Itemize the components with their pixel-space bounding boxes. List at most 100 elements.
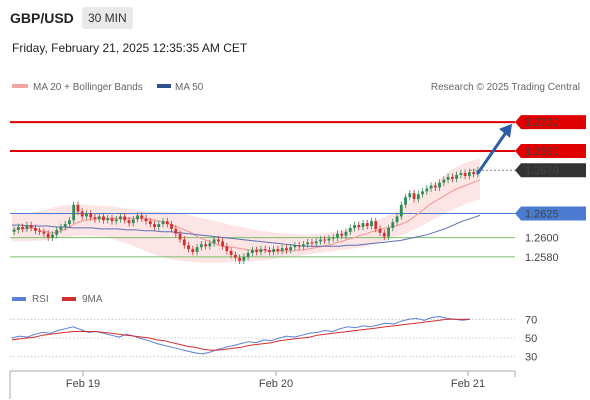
candle-body — [459, 173, 463, 176]
candle-body — [59, 226, 63, 230]
level-label-1.2600: 1.2600 — [525, 233, 559, 245]
rsi-tick-50: 50 — [525, 333, 537, 345]
candle-body — [408, 193, 412, 198]
candle-body — [21, 226, 25, 229]
candle-body — [89, 213, 93, 218]
candle-body — [395, 216, 399, 223]
timeframe-badge[interactable]: 30 MIN — [82, 7, 133, 29]
ma50-legend-label: MA 50 — [175, 82, 204, 93]
candle-body — [204, 244, 207, 247]
candle-body — [63, 224, 67, 227]
rsi-line — [11, 315, 471, 355]
candle-body — [378, 228, 382, 233]
ma20-line — [11, 179, 481, 252]
ma20-legend-label: MA 20 + Bollinger Bands — [33, 82, 143, 93]
candle-body — [229, 251, 233, 255]
candle-body — [433, 185, 437, 188]
candle-body — [250, 250, 254, 253]
candle-body — [289, 247, 293, 251]
candle-body — [221, 241, 224, 247]
candle-body — [46, 233, 50, 238]
candle-body — [268, 250, 271, 253]
candle-body — [365, 223, 369, 227]
ma50-legend-swatch — [157, 84, 171, 88]
rsi-chart: 70 50 30 — [10, 314, 537, 364]
candle-body — [148, 221, 152, 225]
candle-body — [123, 216, 127, 221]
candle-body — [29, 225, 33, 228]
candle-body — [233, 254, 237, 258]
candle-body — [425, 188, 429, 192]
candle-body — [280, 248, 284, 252]
rsi-legend-label: RSI — [32, 294, 49, 305]
candle-body — [259, 249, 263, 253]
candle-body — [144, 218, 148, 222]
candle-body — [136, 215, 139, 220]
forecast-arrow-shaft — [476, 132, 507, 175]
candle-body — [12, 229, 16, 232]
level-tag-1.2720 — [515, 115, 586, 130]
ma50-line — [12, 214, 481, 247]
candle-body — [80, 211, 84, 217]
candle-body — [310, 242, 314, 244]
ma20-legend-swatch — [12, 84, 28, 88]
rsi-tick-30: 30 — [525, 352, 537, 364]
candle-body — [344, 231, 348, 236]
candle-body — [76, 204, 80, 212]
candle-body — [336, 233, 339, 238]
candle-body — [382, 232, 386, 237]
x-tick-label: Feb 20 — [259, 378, 293, 390]
attribution: Research © 2025 Trading Central — [431, 82, 580, 93]
candle-body — [399, 204, 403, 217]
candle-body — [272, 249, 276, 253]
candle-body — [165, 221, 169, 225]
candle-body — [404, 197, 407, 205]
level-label-1.2690: 1.2690 — [525, 146, 559, 158]
candle-body — [238, 257, 242, 261]
candle-body — [297, 245, 301, 247]
candle-body — [114, 219, 118, 222]
candle-body — [463, 173, 467, 176]
candle-body — [472, 172, 476, 175]
candle-body — [285, 248, 288, 251]
candle-body — [246, 252, 250, 257]
candle-body — [55, 229, 59, 235]
rsi-tick-70: 70 — [525, 314, 537, 326]
chart-datetime: Friday, February 21, 2025 12:35:35 AM CE… — [12, 41, 248, 55]
candle-body — [387, 227, 390, 237]
candle-body — [293, 245, 297, 248]
candle-body — [110, 218, 114, 222]
rsi-legend-swatch — [12, 297, 26, 301]
candle-body — [72, 204, 76, 221]
level-label-1.2580: 1.2580 — [525, 252, 559, 264]
candle-body — [25, 225, 29, 229]
candle-body — [119, 216, 122, 220]
candle-body — [216, 239, 220, 242]
candle-body — [302, 244, 305, 247]
candle-body — [178, 233, 182, 240]
candle-body — [416, 194, 420, 200]
x-tick-label: Feb 21 — [451, 378, 485, 390]
candle-body — [102, 216, 105, 221]
candle-body — [323, 239, 327, 241]
level-tag-1.2625 — [515, 206, 586, 221]
price-chart: 1.2720 1.2690 1.2670 1.2625 1.2600 1.2580 — [10, 115, 586, 265]
candle-body — [187, 245, 190, 250]
candle-body — [348, 227, 352, 232]
candle-body — [93, 217, 97, 220]
level-label-1.2670: 1.2670 — [525, 165, 559, 177]
candle-body — [97, 216, 101, 220]
candle-body — [127, 220, 131, 224]
candle-body — [242, 256, 246, 261]
forecast-arrow-head — [499, 123, 512, 138]
level-tag-1.2670 — [515, 163, 586, 178]
candle-body — [68, 220, 71, 225]
candle-body — [391, 222, 395, 228]
candle-body — [306, 242, 310, 245]
header-bar: GBP/USD 30 MIN — [0, 0, 590, 38]
candle-body — [331, 237, 335, 239]
candle-body — [438, 182, 441, 188]
candle-body — [450, 176, 454, 179]
candle-body — [42, 231, 46, 234]
candle-body — [140, 215, 144, 219]
